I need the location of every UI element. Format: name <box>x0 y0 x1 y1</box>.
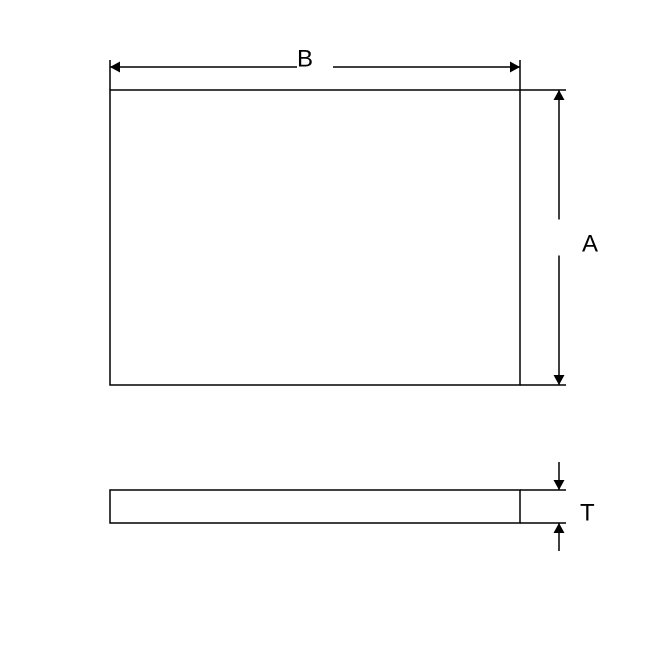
dimension-diagram: B A T <box>0 0 670 670</box>
side-view-rect <box>110 490 520 523</box>
dim-b-label: B <box>297 45 313 72</box>
dim-a-label: A <box>582 230 598 257</box>
top-view-rect <box>110 90 520 385</box>
dim-t-label: T <box>580 499 595 526</box>
